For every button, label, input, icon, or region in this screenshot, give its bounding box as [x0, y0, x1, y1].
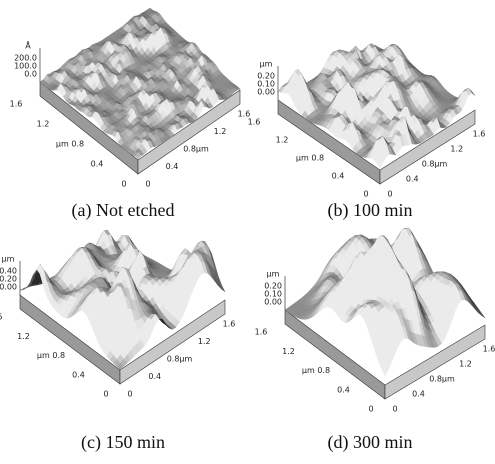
right-axis-label: 0 [392, 405, 397, 414]
afm-panel: μm0.400.200.001.61.2μm 0.80.4000.40.8μm1… [0, 230, 235, 453]
right-axis-label: 0 [387, 190, 392, 199]
right-axis-label: 0.8μm [429, 375, 455, 384]
left-axis-label: 1.2 [17, 332, 30, 341]
afm-panel: μm0.200.100.001.61.2μm 0.80.4000.40.8μm1… [255, 228, 495, 453]
z-tick-label: 0.0 [24, 70, 37, 79]
right-axis-label: 0 [127, 390, 132, 399]
panel-caption: (c) 150 min [81, 432, 165, 453]
left-axis-label: 1.2 [37, 120, 50, 129]
left-axis-label: 0.4 [72, 370, 85, 379]
left-axis-label: μm 0.8 [302, 366, 330, 375]
right-axis-label: 0.4 [148, 372, 161, 381]
right-axis-label: 1.6 [483, 345, 495, 354]
left-axis-label: 1.6 [0, 313, 2, 322]
z-unit: μm [2, 255, 15, 264]
left-axis-label: μm 0.8 [56, 140, 84, 149]
right-axis-label: 0.4 [166, 162, 179, 171]
right-axis-label: 0.4 [412, 390, 425, 399]
panel-caption: (a) Not etched [72, 200, 175, 221]
right-axis-label: 0.8μm [183, 145, 209, 154]
figure: Å200.0100.00.01.61.2μm 0.80.4000.40.8μm1… [0, 0, 495, 464]
z-unit: μm [267, 270, 280, 279]
left-axis-label: μm 0.8 [37, 351, 65, 360]
right-axis-label: 1.2 [198, 337, 211, 346]
left-axis-label: 1.6 [10, 100, 23, 109]
right-axis-label: 1.2 [450, 145, 463, 154]
surface-cell [478, 310, 485, 318]
left-axis-label: μm 0.8 [296, 154, 324, 163]
right-axis-label: 0.4 [406, 175, 419, 184]
afm-panel: Å200.0100.00.01.61.2μm 0.80.4000.40.8μm1… [10, 8, 251, 221]
panel-caption: (b) 100 min [328, 200, 413, 221]
left-axis-label: 0 [363, 190, 368, 199]
right-axis-label: 1.2 [459, 360, 472, 369]
left-axis-label: 0.4 [91, 160, 104, 169]
right-axis-label: 1.2 [214, 127, 227, 136]
right-axis-label: 0 [145, 180, 150, 189]
page: Å200.0100.00.01.61.2μm 0.80.4000.40.8μm1… [0, 0, 495, 464]
left-axis-label: 1.2 [282, 347, 295, 356]
left-axis-label: 1.6 [255, 328, 268, 337]
right-axis-label: 0.8μm [167, 355, 193, 364]
left-axis-label: 0.4 [332, 172, 345, 181]
right-axis-label: 0.8μm [422, 160, 448, 169]
z-tick-label: 0.00 [257, 88, 275, 97]
z-unit: μm [260, 60, 273, 69]
left-axis-label: 0.4 [337, 385, 350, 394]
left-axis-label: 0 [103, 390, 108, 399]
left-axis-label: 0 [368, 405, 373, 414]
surface-cell [475, 307, 482, 316]
afm-panel: μm0.200.100.001.61.2μm 0.80.4000.40.8μm1… [248, 44, 486, 222]
right-axis-label: 1.6 [473, 130, 486, 139]
left-axis-label: 1.2 [276, 136, 289, 145]
panel-caption: (d) 300 min [328, 432, 413, 453]
z-unit: Å [25, 40, 31, 51]
left-axis-label: 1.6 [248, 118, 261, 127]
z-tick-label: 0.00 [264, 298, 282, 307]
left-axis-label: 0 [121, 180, 126, 189]
right-axis-label: 1.6 [223, 320, 236, 329]
z-tick-label: 0.00 [0, 283, 17, 292]
